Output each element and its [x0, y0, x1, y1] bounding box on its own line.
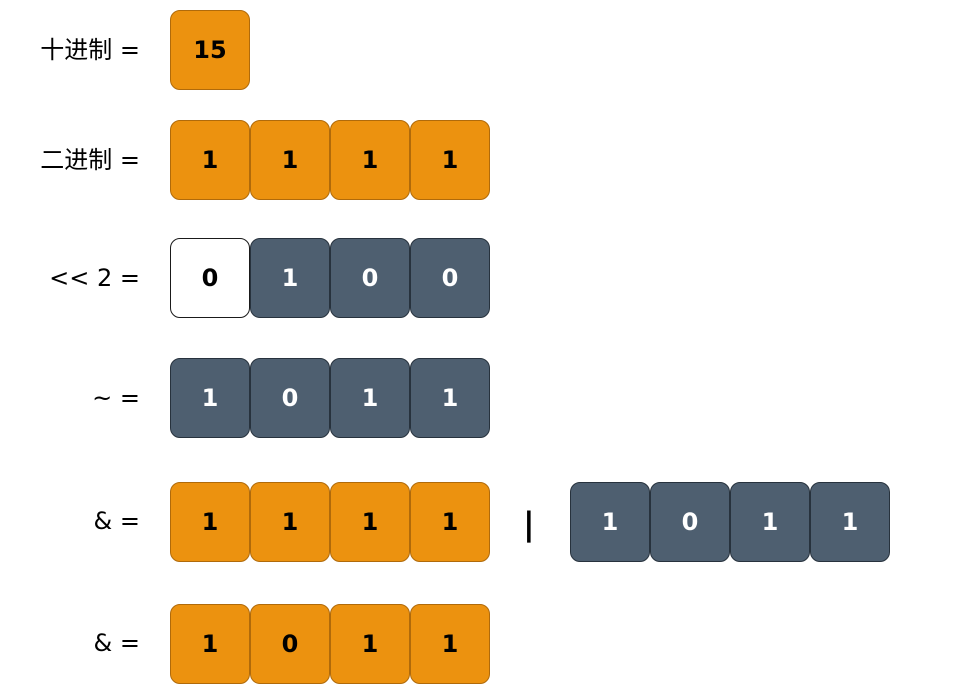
bit-cell: 1: [170, 358, 250, 438]
bit-cell: 0: [410, 238, 490, 318]
label-not: ~ =: [92, 384, 140, 412]
bit-cell: 1: [410, 604, 490, 684]
label-binary: 二进制 =: [40, 146, 140, 174]
bit-cell: 1: [810, 482, 890, 562]
bit-cell: 15: [170, 10, 250, 90]
bit-cell: 1: [570, 482, 650, 562]
bit-cell: 0: [250, 604, 330, 684]
bit-cell: 0: [250, 358, 330, 438]
bit-cell: 1: [330, 482, 410, 562]
bit-cell: 1: [250, 120, 330, 200]
bit-cell: 1: [170, 604, 250, 684]
label-and-1: & =: [93, 507, 140, 535]
label-decimal: 十进制 =: [40, 36, 140, 64]
or-operator: |: [523, 505, 535, 543]
label-shift-left: << 2 =: [49, 264, 140, 292]
bit-cell: 0: [330, 238, 410, 318]
label-and-2: & =: [93, 629, 140, 657]
bit-cell: 1: [410, 482, 490, 562]
bit-cell: 1: [250, 238, 330, 318]
bit-cell: 1: [410, 358, 490, 438]
bit-cell: 1: [330, 358, 410, 438]
bit-cell: 1: [730, 482, 810, 562]
bit-cell: 0: [170, 238, 250, 318]
bit-cell: 1: [330, 120, 410, 200]
bit-cell: 1: [330, 604, 410, 684]
bit-cell: 1: [170, 482, 250, 562]
bit-cell: 1: [410, 120, 490, 200]
bit-cell: 0: [650, 482, 730, 562]
bit-cell: 1: [170, 120, 250, 200]
bit-cell: 1: [250, 482, 330, 562]
